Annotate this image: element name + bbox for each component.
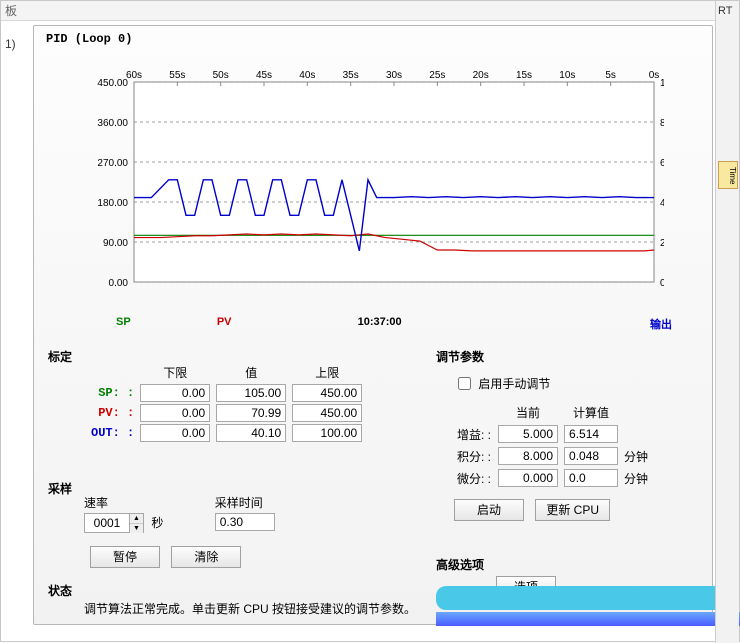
tuning-block: 启用手动调节 当前 计算值 增益: : [454,372,651,521]
der-current[interactable] [498,469,558,487]
update-cpu-button[interactable]: 更新 CPU [535,499,610,521]
svg-text:0%: 0% [660,278,664,289]
manual-checkbox-wrap[interactable]: 启用手动调节 [454,377,550,391]
rate-input[interactable] [85,514,129,532]
pause-button[interactable]: 暂停 [90,546,160,568]
out-lower[interactable] [140,424,210,442]
svg-text:50s: 50s [213,70,229,81]
manual-checkbox[interactable] [458,377,471,390]
svg-text:360.00: 360.00 [97,118,128,129]
svg-text:80%: 80% [660,118,664,129]
svg-text:30s: 30s [386,70,402,81]
app-window: 板 × 1) PID (Loop 0) 0.00 90.00 180.00 270.0… [0,0,740,642]
col-upper: 上限 [289,364,365,383]
sampletime-label: 采样时间 [215,494,275,511]
chart-svg: 0.00 90.00 180.00 270.00 360.00 450.00 0% 20% 40… [84,68,664,300]
status-label: 状态 [48,582,72,599]
sp-upper[interactable] [292,384,362,402]
advanced-label: 高级选项 [436,556,484,573]
svg-text:25s: 25s [429,70,445,81]
sampletime-input[interactable] [215,513,275,531]
chart-legend: SP PV 10:37:00 输出 [116,316,676,328]
svg-text:90.00: 90.00 [103,238,128,249]
chart: 0.00 90.00 180.00 270.00 360.00 450.00 0% 20% 40… [84,68,684,328]
tuning-label: 调节参数 [436,348,484,365]
int-calc[interactable] [564,447,618,465]
calibration-label: 标定 [48,348,72,365]
col-calc: 计算值 [561,404,621,423]
der-unit: 分钟 [621,467,651,489]
rt-badge: RT [718,5,732,17]
svg-text:20%: 20% [660,238,664,249]
gain-current[interactable] [498,425,558,443]
gain-label: 增益: : [454,423,495,445]
col-lower: 下限 [137,364,213,383]
pid-panel: PID (Loop 0) 0.00 90.00 180.00 270.00 360.00… [33,25,713,625]
svg-text:40%: 40% [660,198,664,209]
svg-text:0s: 0s [649,70,660,81]
sampling-buttons: 暂停 清除 [90,546,249,568]
redacted-bar [436,612,740,626]
redacted-overlay [436,586,736,610]
clear-button[interactable]: 清除 [171,546,241,568]
sp-lower[interactable] [140,384,210,402]
sampling-label: 采样 [48,480,72,497]
gain-calc[interactable] [564,425,618,443]
svg-text:0.00: 0.00 [109,278,129,289]
legend-sp: SP [116,316,131,328]
col-current: 当前 [495,404,561,423]
sampling-block: 速率 ▲ ▼ 秒 采样时间 [84,494,275,533]
int-unit: 分钟 [621,445,651,467]
row-out-label: OUT: : [88,423,137,443]
pv-upper[interactable] [292,404,362,422]
der-label: 微分: : [454,467,495,489]
int-label: 积分: : [454,445,495,467]
svg-text:55s: 55s [169,70,185,81]
right-strip: RT Time [715,1,739,643]
svg-text:60%: 60% [660,158,664,169]
int-current[interactable] [498,447,558,465]
svg-text:15s: 15s [516,70,532,81]
title-fragment: 板 [5,4,17,18]
rate-label: 速率 [84,494,163,511]
rate-up-icon[interactable]: ▲ [130,514,143,524]
rate-unit: 秒 [151,516,163,530]
out-value[interactable] [216,424,286,442]
svg-text:450.00: 450.00 [97,78,128,89]
legend-pv: PV [217,316,232,328]
legend-out: 输出 [650,316,672,332]
svg-text:45s: 45s [256,70,272,81]
svg-text:100%: 100% [660,78,664,89]
start-button[interactable]: 启动 [454,499,524,521]
calibration-grid: 下限 值 上限 SP: : PV: : OUT: : [88,364,365,443]
pv-lower[interactable] [140,404,210,422]
status-text: 调节算法正常完成。单击更新 CPU 按钮接受建议的调节参数。 [84,600,416,617]
pv-value[interactable] [216,404,286,422]
svg-text:10s: 10s [559,70,575,81]
sp-value[interactable] [216,384,286,402]
panel-title: PID (Loop 0) [34,26,712,46]
titlebar: 板 × [1,1,739,21]
col-value: 值 [213,364,289,383]
gutter-index: 1) [5,37,16,51]
svg-text:270.00: 270.00 [97,158,128,169]
row-sp-label: SP: : [88,383,137,403]
rate-down-icon[interactable]: ▼ [130,524,143,533]
out-upper[interactable] [292,424,362,442]
der-calc[interactable] [564,469,618,487]
svg-text:5s: 5s [605,70,616,81]
svg-text:35s: 35s [343,70,359,81]
time-icon[interactable]: Time [718,161,738,189]
row-pv-label: PV: : [88,403,137,423]
svg-text:40s: 40s [299,70,315,81]
svg-text:20s: 20s [473,70,489,81]
svg-text:60s: 60s [126,70,142,81]
rate-spinner[interactable]: ▲ ▼ [84,513,144,533]
svg-text:180.00: 180.00 [97,198,128,209]
legend-time: 10:37:00 [358,316,402,328]
manual-checkbox-label: 启用手动调节 [478,377,550,391]
gain-unit [621,423,651,445]
